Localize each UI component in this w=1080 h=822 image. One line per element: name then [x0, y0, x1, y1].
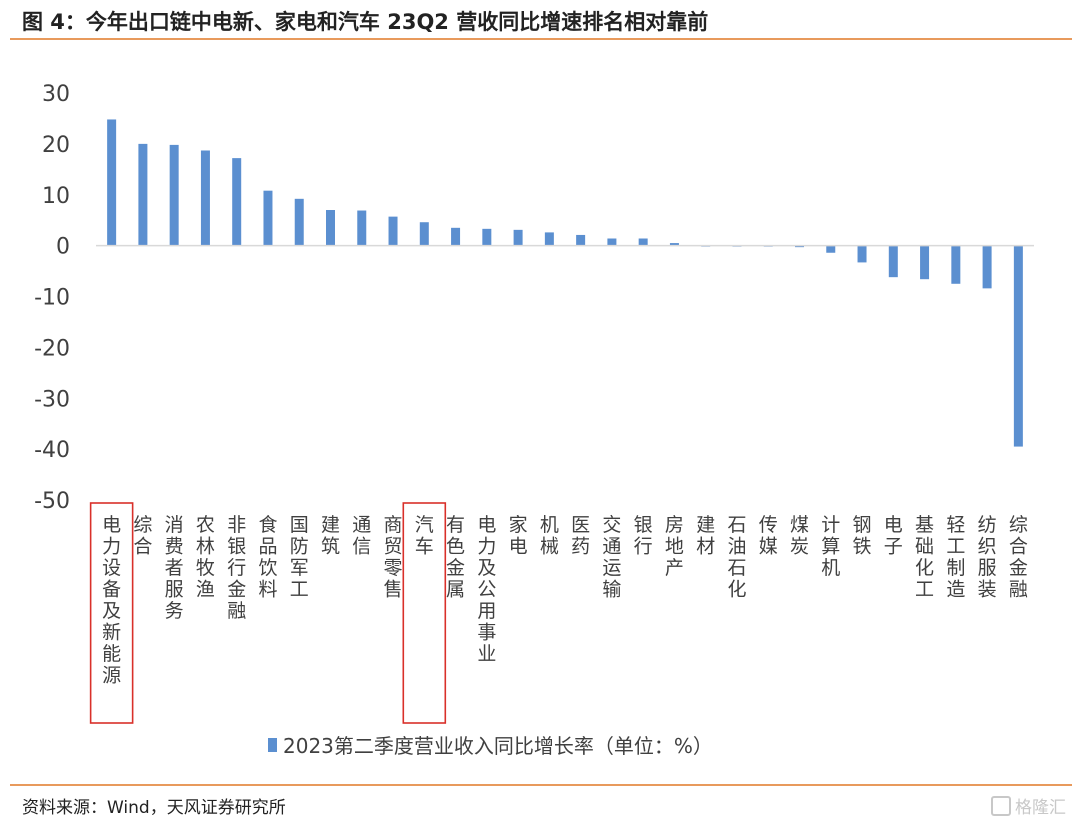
legend-label: 2023第二季度营业收入同比增长率（单位：%） — [283, 734, 713, 758]
bar — [1013, 245, 1023, 447]
bar — [607, 238, 617, 246]
bar — [951, 245, 961, 284]
bar — [920, 245, 930, 280]
category-label: 传媒 — [759, 514, 778, 558]
bar — [451, 227, 461, 246]
watermark: 格隆汇 — [991, 793, 1066, 818]
category-label: 国防军工 — [290, 514, 309, 601]
category-label: 家电 — [509, 514, 528, 558]
bar — [513, 229, 523, 246]
bar — [482, 228, 492, 246]
y-tick-label: -30 — [34, 387, 70, 412]
category-label: 非银行金融 — [227, 514, 246, 622]
bar — [576, 234, 586, 246]
watermark-logo-icon — [991, 796, 1011, 816]
bar — [138, 143, 148, 246]
category-label: 机械 — [540, 514, 559, 558]
category-label: 电力设备及新能源 — [102, 514, 121, 687]
category-label: 石油石化 — [727, 514, 746, 601]
bar — [826, 245, 836, 253]
bar — [857, 245, 867, 263]
y-tick-label: -20 — [34, 336, 70, 361]
category-label: 农林牧渔 — [196, 514, 215, 601]
y-tick-label: -40 — [34, 438, 70, 463]
bar — [200, 150, 210, 246]
y-axis: 30 20 10 0 -10 -20 -30 -40 -50 — [34, 82, 70, 514]
legend: 2023第二季度营业收入同比增长率（单位：%） — [268, 734, 713, 758]
category-label: 建材 — [696, 514, 715, 558]
bar — [419, 222, 429, 246]
bar — [326, 210, 335, 246]
category-label: 煤炭 — [790, 514, 809, 558]
category-label: 综合 — [133, 514, 152, 558]
category-label: 医药 — [571, 514, 590, 558]
y-tick-label: 30 — [42, 82, 70, 107]
category-label: 电子 — [884, 514, 903, 558]
category-labels: 电力设备及新能源综合消费者服务农林牧渔非银行金融食品饮料国防军工建筑通信商贸零售… — [102, 514, 1028, 687]
category-label: 钢铁 — [853, 514, 872, 558]
bar — [294, 198, 304, 246]
highlight-boxes — [89, 502, 447, 724]
watermark-text: 格隆汇 — [1015, 798, 1066, 818]
bar — [388, 216, 398, 246]
category-label: 食品饮料 — [258, 514, 277, 601]
category-label: 银行 — [634, 514, 653, 558]
bar — [169, 144, 179, 246]
category-label: 通信 — [352, 514, 371, 558]
bar — [669, 243, 679, 246]
category-label: 基础化工 — [915, 514, 934, 601]
category-label: 综合金融 — [1009, 514, 1028, 601]
category-label: 商贸零售 — [384, 514, 403, 601]
category-label: 交通运输 — [602, 514, 621, 601]
category-label: 轻工制造 — [946, 514, 965, 601]
y-tick-label: -50 — [34, 489, 70, 514]
bar — [107, 119, 117, 246]
bar — [638, 238, 648, 246]
highlight-box — [89, 502, 134, 724]
bar — [357, 210, 367, 246]
legend-swatch — [268, 738, 277, 752]
y-tick-label: 20 — [42, 133, 70, 158]
category-label: 电力及公用事业 — [477, 514, 496, 665]
highlight-box — [402, 502, 447, 724]
bar — [544, 232, 554, 246]
category-label: 房地产 — [665, 514, 684, 579]
bar — [982, 245, 992, 289]
category-label: 纺织服装 — [978, 514, 997, 601]
y-tick-label: -10 — [34, 286, 70, 311]
y-tick-label: 0 — [56, 235, 70, 260]
bar-chart: 30 20 10 0 -10 -20 -30 -40 -50 电力设备及新能源综合消费者服务农林… — [34, 82, 1034, 758]
bar — [232, 158, 242, 246]
category-label: 建筑 — [321, 514, 340, 558]
category-label: 有色金属 — [446, 514, 465, 601]
figure-title: 图 4：今年出口链中电新、家电和汽车 23Q2 营收同比增速排名相对靠前 — [22, 10, 709, 34]
bar — [888, 245, 898, 278]
title-rule — [10, 38, 1072, 40]
y-tick-label: 10 — [42, 184, 70, 209]
bars — [107, 119, 1023, 447]
category-label: 计算机 — [821, 514, 840, 579]
bar — [263, 190, 273, 246]
footer-rule — [10, 784, 1072, 786]
category-label: 消费者服务 — [165, 514, 184, 622]
bar — [795, 245, 804, 248]
category-label: 汽车 — [415, 514, 434, 558]
source-note: 资料来源：Wind，天风证券研究所 — [22, 798, 286, 818]
